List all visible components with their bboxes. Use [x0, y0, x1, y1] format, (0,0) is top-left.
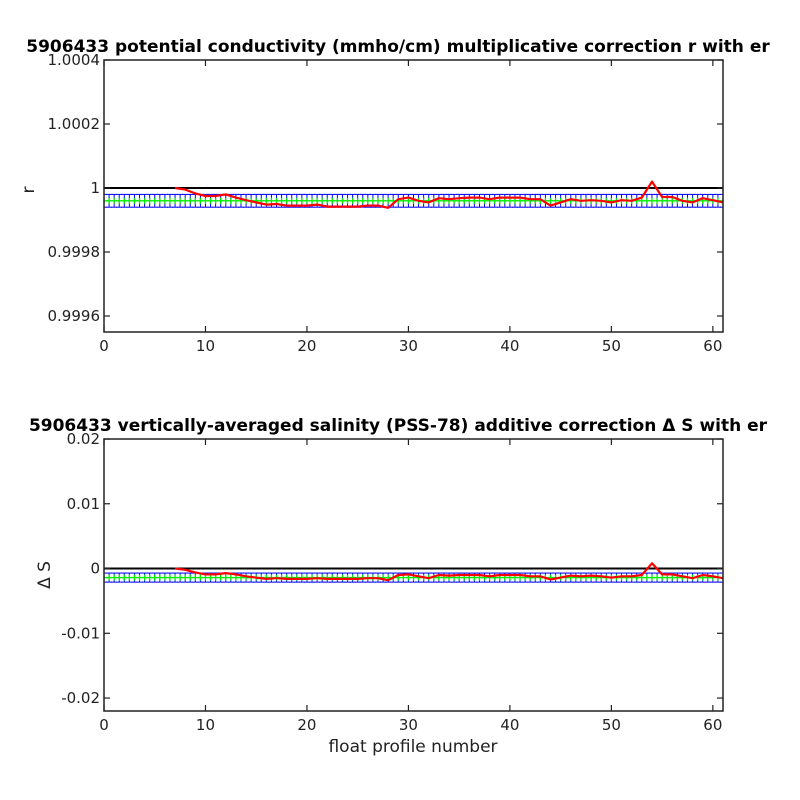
data-layer [104, 180, 723, 209]
y-tick-label: 0.02 [67, 430, 100, 448]
plot-frame [103, 59, 724, 333]
conductivity-correction-chart: 5906433 potential conductivity (mmho/cm)… [19, 37, 770, 355]
y-tick-label: 1.0004 [48, 51, 101, 69]
chart-title: 5906433 vertically-averaged salinity (PS… [29, 416, 768, 436]
x-tick-label: 0 [99, 716, 109, 734]
x-tick-label: 20 [297, 716, 316, 734]
y-tick-label: 1 [90, 179, 100, 197]
plot-frame [103, 438, 724, 712]
y-tick-label: 0.9996 [48, 307, 101, 325]
y-axis-label: Δ S [35, 561, 55, 589]
x-tick-label: 50 [602, 716, 621, 734]
series-line [174, 180, 723, 209]
salinity-correction-chart: 5906433 vertically-averaged salinity (PS… [29, 416, 768, 757]
y-tick-label: -0.01 [61, 624, 100, 642]
y-tick-label: 0.9998 [48, 243, 101, 261]
x-tick-label: 30 [399, 716, 418, 734]
x-tick-label: 30 [399, 337, 418, 355]
x-tick-label: 60 [703, 337, 722, 355]
x-tick-label: 40 [500, 716, 519, 734]
x-tick-label: 10 [196, 337, 215, 355]
chart-title: 5906433 potential conductivity (mmho/cm)… [26, 37, 770, 57]
y-axis-label: r [19, 187, 39, 194]
y-tick-label: -0.02 [61, 689, 100, 707]
y-tick-label: 1.0002 [48, 115, 101, 133]
series-line [174, 562, 723, 582]
x-tick-label: 40 [500, 337, 519, 355]
x-tick-label: 20 [297, 337, 316, 355]
x-tick-label: 10 [196, 716, 215, 734]
y-tick-label: 0.01 [67, 495, 100, 513]
plot-area: 0 10 20 30 40 50 60 0.9996 0.9998 1 1.0002 1.0004 [48, 51, 724, 355]
x-tick-label: 60 [703, 716, 722, 734]
y-tick-label: 0 [90, 560, 100, 578]
plot-area: 0 10 20 30 40 50 60 -0.02 -0.01 0 0.01 0.02 [61, 430, 724, 734]
data-layer [104, 562, 723, 583]
x-tick-label: 0 [99, 337, 109, 355]
x-axis-label: float profile number [328, 737, 497, 757]
x-tick-label: 50 [602, 337, 621, 355]
